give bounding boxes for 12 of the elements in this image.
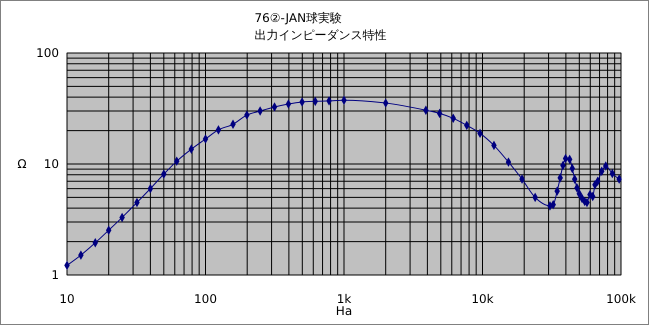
y-axis-title: Ω	[17, 157, 27, 171]
chart-title: 76②-JAN球実験	[254, 11, 342, 25]
x-tick-label: 100k	[606, 292, 636, 306]
x-tick-label: 10	[59, 292, 75, 306]
chart-subtitle: 出力インピーダンス特性	[254, 28, 386, 42]
y-tick-label: 100	[36, 46, 59, 60]
y-tick-label: 10	[44, 157, 59, 171]
x-axis-title: Ha	[336, 304, 352, 318]
y-tick-label: 1	[51, 268, 59, 282]
x-tick-label: 1k	[336, 292, 352, 306]
x-tick-label: 100	[194, 292, 217, 306]
x-tick-label: 10k	[471, 292, 494, 306]
